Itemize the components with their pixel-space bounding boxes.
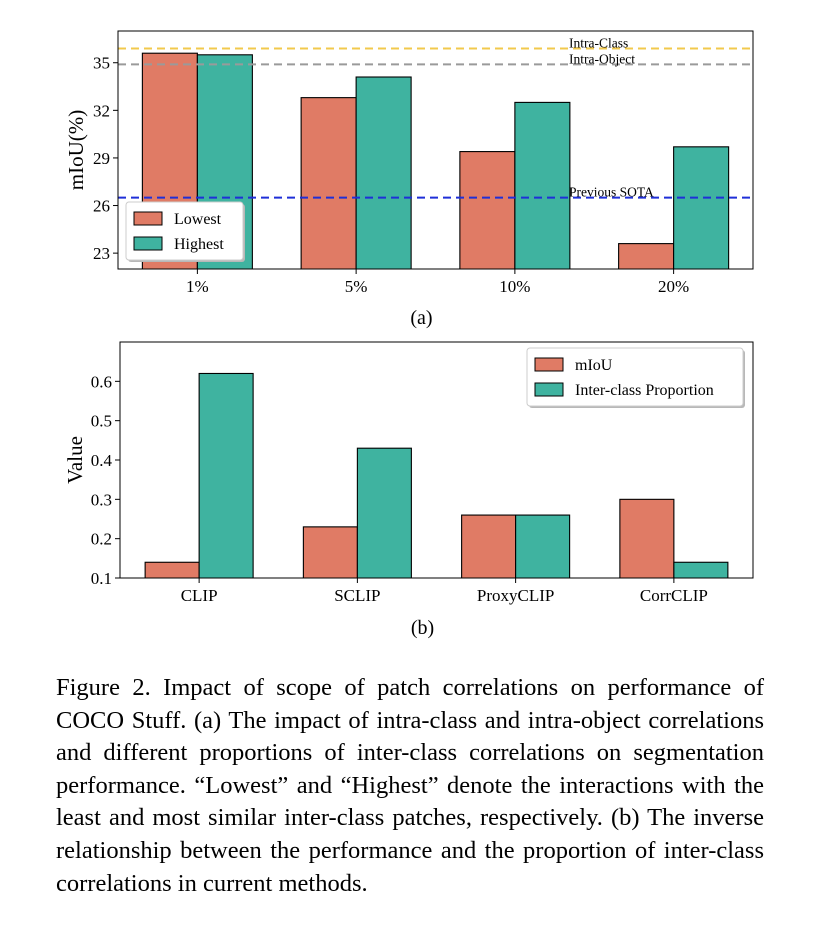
legend-label: mIoU: [575, 357, 613, 374]
plot-area: [144, 372, 729, 578]
y-tick-label: 0.5: [91, 412, 112, 431]
bar-lowest-10-: [459, 151, 516, 269]
y-tick-label: 0.2: [91, 530, 112, 549]
y-tick-label: 32: [93, 101, 110, 120]
legend-swatch: [534, 357, 564, 372]
legend: mIoU Inter-class Proportion: [526, 347, 745, 408]
bar-highest-10-: [514, 101, 571, 269]
y-tick-label: 0.6: [91, 372, 112, 391]
x-tick-label: 10%: [499, 277, 530, 296]
x-tick-label: 5%: [345, 277, 368, 296]
bar-inter-class-proportion-corrclip: [673, 561, 729, 578]
bar-miou-clip: [144, 561, 200, 578]
y-tick-label: 35: [93, 54, 110, 73]
y-tick-label: 26: [93, 197, 110, 216]
x-tick-label: CLIP: [181, 586, 218, 605]
x-tick-label: CorrCLIP: [640, 586, 708, 605]
legend-swatch: [133, 211, 163, 226]
figure-caption: Figure 2. Impact of scope of patch corre…: [56, 674, 764, 897]
x-tick-label: ProxyCLIP: [477, 586, 554, 605]
chart-panel-b: 0.1 0.2 0.3 0.4 0.5 0.6 CLIP SCLIP ProxyCLIP Corr…: [63, 341, 754, 639]
legend-box: [526, 347, 744, 407]
reference-label-intra-class: Intra-Class: [569, 35, 628, 50]
plot-area: [118, 47, 753, 269]
bar-inter-class-proportion-sclip: [356, 447, 412, 578]
y-axis-label: mIoU(%): [64, 110, 88, 190]
panel-label: (b): [411, 617, 434, 639]
legend-swatch: [133, 236, 163, 251]
x-tick-label: 1%: [186, 277, 209, 296]
bar-lowest-20-: [618, 243, 675, 269]
y-tick-label: 0.1: [91, 569, 112, 588]
legend-swatch: [534, 382, 564, 397]
bar-miou-proxyclip: [461, 514, 517, 578]
legend: Lowest Highest: [125, 201, 245, 262]
y-tick-label: 0.4: [91, 451, 113, 470]
bar-inter-class-proportion-proxyclip: [515, 514, 571, 578]
bar-highest-20-: [673, 146, 730, 269]
reference-label-previous-sota: Previous SOTA: [569, 185, 654, 200]
y-tick-label: 29: [93, 149, 110, 168]
reference-label-intra-object: Intra-Object: [569, 51, 635, 66]
y-tick-label: 23: [93, 244, 110, 263]
x-tick-label: 20%: [658, 277, 689, 296]
legend-label: Lowest: [174, 211, 222, 228]
x-tick-label: SCLIP: [334, 586, 380, 605]
bar-inter-class-proportion-clip: [198, 372, 254, 578]
y-axis-label: Value: [63, 436, 87, 484]
legend-label: Highest: [174, 236, 224, 253]
bar-highest-5-: [355, 76, 412, 269]
legend-label: Inter-class Proportion: [575, 382, 714, 399]
bar-lowest-5-: [300, 97, 357, 269]
panel-label: (a): [410, 307, 432, 329]
bar-miou-sclip: [302, 526, 358, 578]
plot-frame: [117, 30, 754, 270]
y-tick-label: 0.3: [91, 490, 112, 509]
bar-miou-corrclip: [619, 498, 675, 578]
